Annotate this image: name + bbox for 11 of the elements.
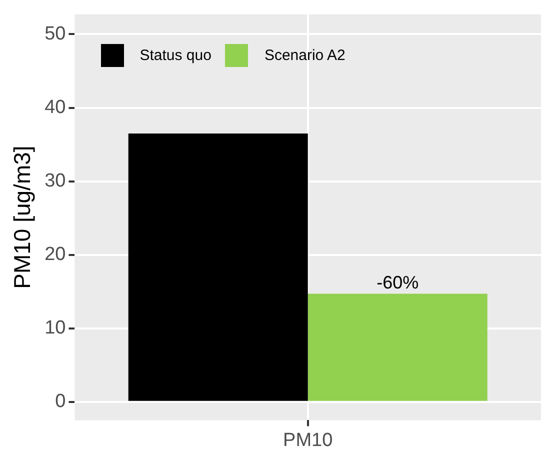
- y-axis-title: PM10 [ug/m3]: [9, 146, 36, 289]
- y-tick-label: 20: [44, 244, 66, 266]
- y-tick-label: 50: [44, 23, 66, 44]
- legend-label: Scenario A2: [264, 47, 346, 64]
- y-tick-label: 10: [44, 318, 66, 339]
- legend-label: Status quo: [140, 47, 212, 64]
- y-tick-label: 30: [44, 170, 66, 192]
- x-tick-label: PM10: [283, 430, 333, 451]
- annotation: -60%: [376, 272, 419, 293]
- y-tick-label: 0: [55, 391, 66, 412]
- y-tick-label: 40: [44, 97, 66, 118]
